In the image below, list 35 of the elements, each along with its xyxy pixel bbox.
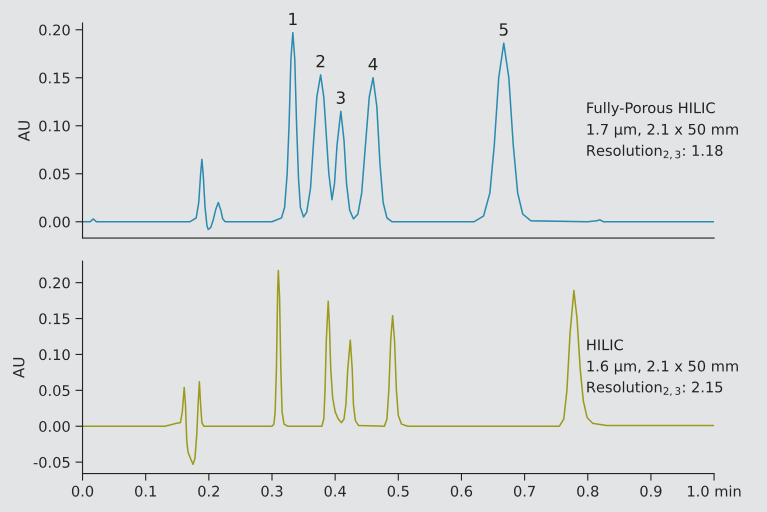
y-tick-label: 0.15 [39, 72, 70, 84]
y-tick-label: 0.10 [39, 349, 70, 360]
annotation: 3 [336, 91, 345, 104]
annotation: 1.7 µm, 2.1 x 50 mm [587, 124, 738, 138]
y-tick-label: 0.20 [39, 277, 70, 288]
x-tick-label: 0.1 [135, 486, 156, 497]
annotation: HILIC [587, 339, 623, 350]
y-tick-label: 0.05 [39, 385, 70, 396]
x-tick-label: 0.2 [198, 486, 219, 497]
y-tick-label: 0.05 [39, 168, 70, 180]
x-tick-label: 0.9 [640, 486, 662, 497]
annotation: 2 [316, 54, 324, 68]
annotation: Fully-Porous HILIC [587, 102, 715, 116]
x-tick-label: 0.6 [450, 486, 472, 497]
y-tick-label: 0.00 [39, 216, 70, 228]
y-tick-label: 0.20 [39, 24, 70, 36]
annotation: Resolution$_{2,3}$: 2.15 [587, 381, 722, 396]
annotation: 4 [368, 58, 378, 70]
y-axis-title: AU [13, 358, 24, 378]
x-tick-label: 0.8 [577, 486, 598, 497]
x-tick-label: 0.5 [388, 486, 409, 497]
y-axis-title: AU [18, 121, 30, 142]
y-tick-label: 0.00 [39, 420, 70, 432]
y-tick-label: 0.10 [39, 120, 70, 132]
annotation: 1.6 µm, 2.1 x 50 mm [587, 360, 738, 374]
x-tick-label: 0.3 [261, 486, 282, 497]
x-tick-label: 1.0 min [688, 485, 741, 497]
y-tick-label: -0.05 [34, 456, 70, 468]
annotation: 5 [500, 23, 508, 36]
x-tick-label: 0.0 [72, 486, 94, 497]
x-tick-label: 0.4 [324, 486, 346, 497]
y-tick-label: 0.15 [39, 313, 70, 324]
annotation: Resolution$_{2,3}$: 1.18 [587, 144, 723, 160]
annotation: 1 [289, 12, 297, 26]
x-tick-label: 0.7 [514, 486, 535, 497]
